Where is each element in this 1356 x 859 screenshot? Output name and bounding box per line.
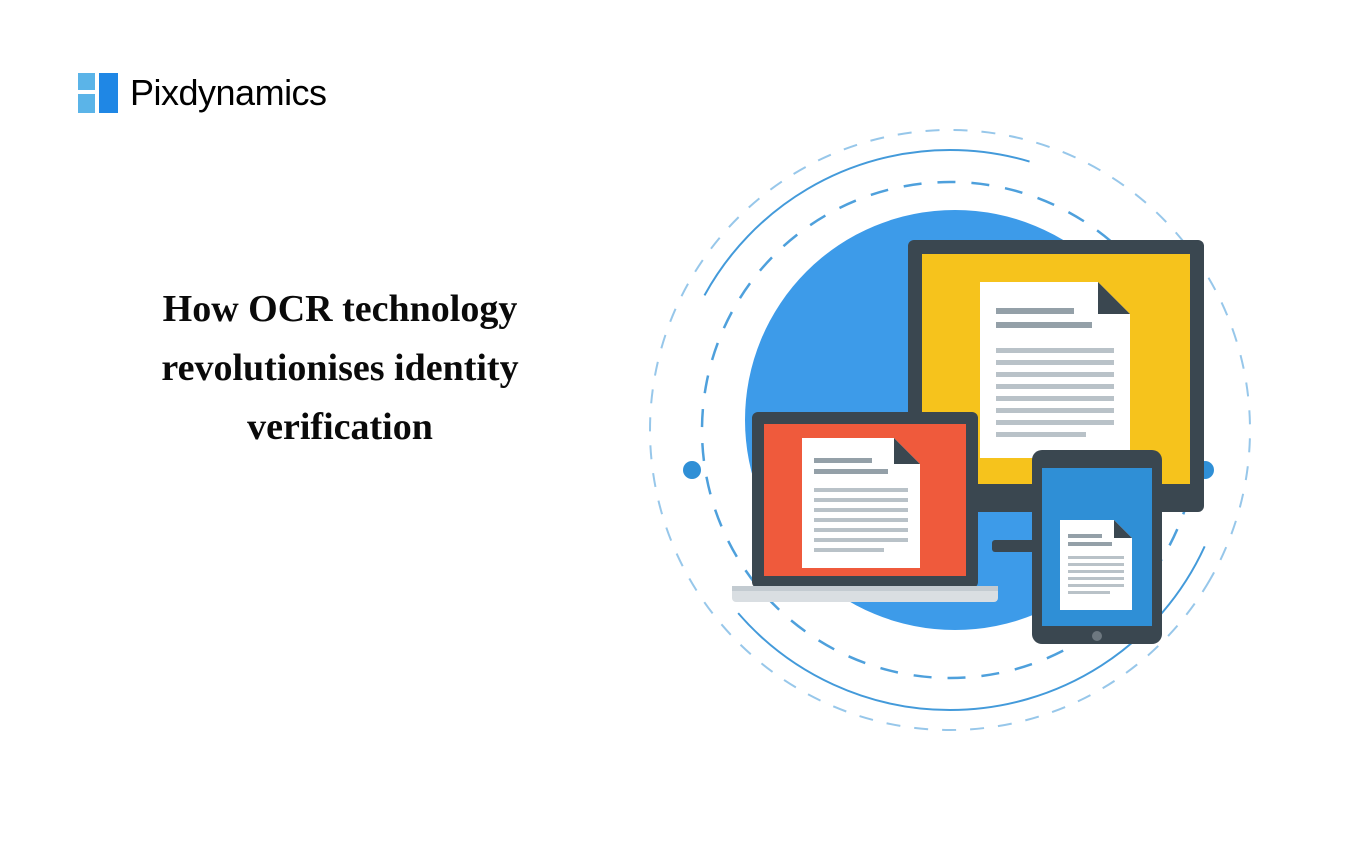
brand-name: Pixdynamics [130, 72, 327, 114]
tablet-device-icon [1032, 450, 1162, 644]
laptop-device-icon [732, 412, 998, 602]
brand-logo: Pixdynamics [78, 72, 327, 114]
page-headline: How OCR technology revolutionises identi… [100, 280, 580, 457]
logo-mark-icon [78, 73, 118, 113]
hero-illustration [640, 120, 1260, 740]
